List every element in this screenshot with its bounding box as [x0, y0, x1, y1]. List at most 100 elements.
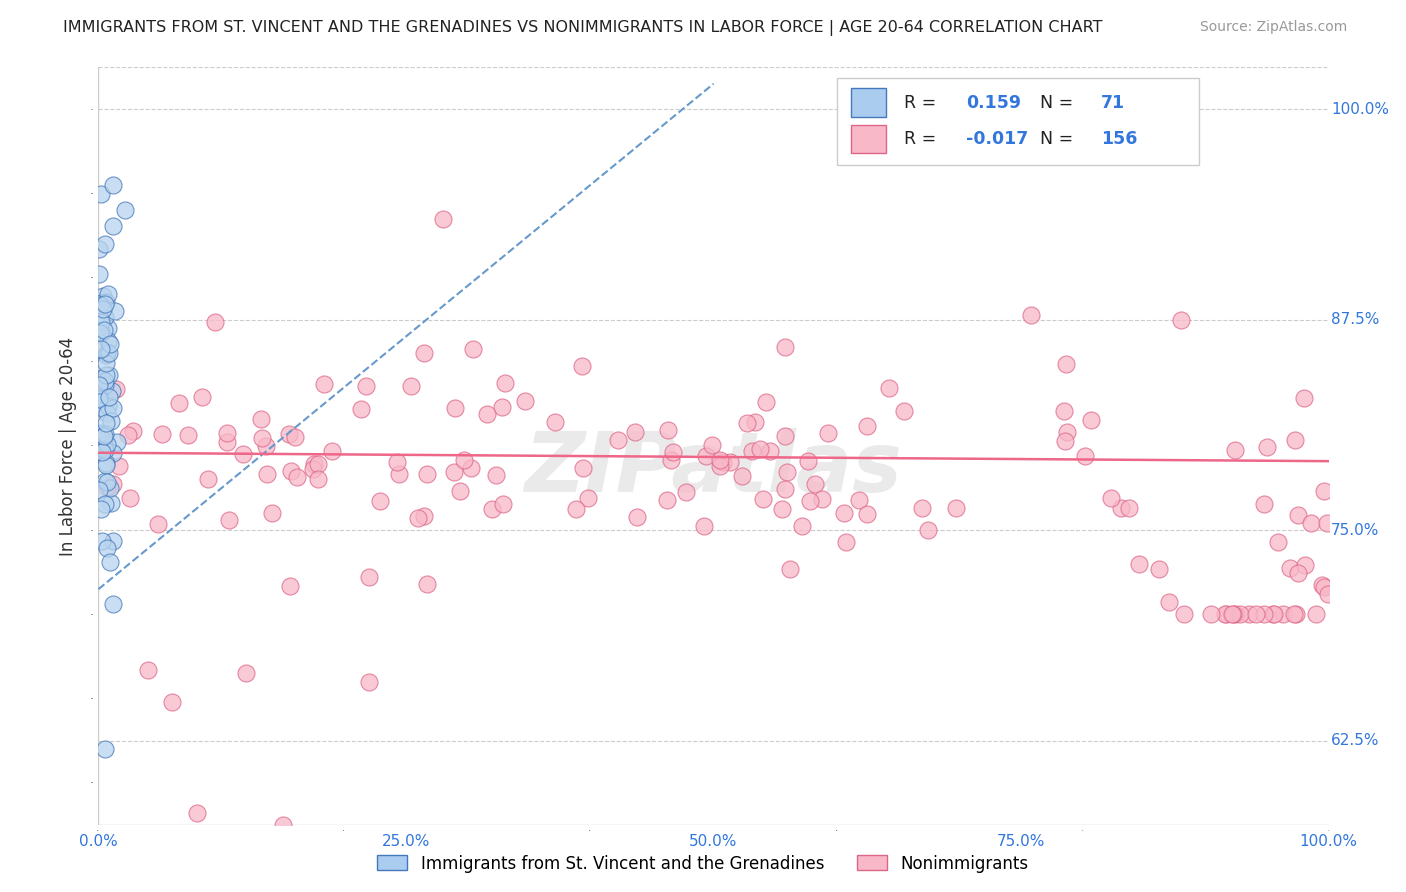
Point — [235, 666, 257, 681]
Point — [1147, 562, 1170, 576]
Point — [770, 502, 793, 516]
Point — [1118, 500, 1140, 515]
Point — [94, 474, 117, 488]
Point — [1053, 404, 1076, 418]
Point — [278, 427, 301, 442]
Point — [101, 533, 124, 548]
Point — [388, 467, 411, 481]
Point — [775, 429, 797, 443]
Point — [96, 368, 118, 382]
Point — [90, 325, 112, 339]
Point — [718, 455, 741, 469]
Point — [1128, 557, 1150, 571]
Point — [804, 476, 827, 491]
Point — [695, 449, 717, 463]
Point — [101, 597, 124, 611]
Point — [481, 501, 503, 516]
Point — [1294, 391, 1316, 405]
Text: N =: N = — [1039, 94, 1078, 112]
Point — [101, 401, 124, 416]
Point — [773, 340, 796, 354]
Point — [100, 414, 122, 428]
Point — [260, 506, 283, 520]
Point — [359, 674, 381, 689]
Point — [1312, 580, 1334, 594]
Point — [96, 406, 118, 420]
Point — [776, 465, 799, 479]
Text: 0.159: 0.159 — [966, 94, 1021, 112]
Point — [571, 359, 593, 373]
Text: 87.5%: 87.5% — [1331, 312, 1379, 327]
Point — [90, 315, 112, 329]
Point — [89, 425, 111, 440]
Point — [271, 818, 294, 832]
Point — [96, 475, 118, 489]
Point — [89, 326, 111, 341]
Point — [1056, 357, 1078, 371]
Point — [1253, 497, 1275, 511]
Point — [856, 418, 879, 433]
Point — [731, 469, 754, 483]
Point — [485, 467, 508, 482]
Point — [103, 178, 125, 192]
Point — [250, 431, 273, 445]
Point — [461, 342, 484, 356]
Point — [1263, 607, 1285, 622]
Point — [94, 297, 117, 311]
Point — [1246, 607, 1268, 622]
Point — [1263, 607, 1285, 622]
Point — [302, 462, 325, 476]
Point — [709, 452, 731, 467]
Point — [89, 392, 111, 406]
Point — [284, 430, 307, 444]
Point — [1305, 607, 1327, 622]
Point — [105, 435, 128, 450]
Point — [93, 310, 115, 324]
Point — [94, 294, 117, 309]
Point — [1312, 483, 1334, 498]
Point — [215, 435, 238, 450]
Point — [97, 334, 120, 349]
Point — [1284, 433, 1306, 447]
Point — [87, 268, 110, 282]
Point — [94, 497, 117, 511]
Point — [93, 237, 115, 252]
Point — [307, 472, 329, 486]
Point — [748, 442, 770, 457]
Point — [1223, 442, 1246, 457]
Text: 156: 156 — [1101, 130, 1137, 148]
Point — [254, 439, 277, 453]
Point — [1225, 607, 1247, 622]
Point — [848, 492, 870, 507]
Point — [117, 428, 139, 442]
Point — [96, 321, 118, 335]
Point — [90, 295, 112, 310]
Point — [321, 443, 343, 458]
Point — [1294, 558, 1316, 572]
FancyBboxPatch shape — [852, 125, 886, 153]
Point — [1215, 607, 1237, 622]
Point — [101, 476, 124, 491]
Point — [90, 533, 112, 548]
Text: ZIPatlas: ZIPatlas — [524, 428, 903, 509]
Point — [759, 444, 782, 458]
Point — [460, 460, 482, 475]
Point — [186, 806, 208, 821]
Y-axis label: In Labor Force | Age 20-64: In Labor Force | Age 20-64 — [59, 336, 76, 556]
Point — [1285, 607, 1308, 622]
Point — [108, 459, 131, 474]
FancyBboxPatch shape — [837, 78, 1199, 166]
Point — [93, 433, 115, 447]
Point — [711, 455, 734, 469]
Point — [811, 492, 834, 507]
Point — [104, 304, 127, 318]
Point — [443, 465, 465, 479]
Point — [945, 501, 967, 516]
Point — [98, 337, 121, 351]
Point — [98, 390, 121, 404]
Point — [136, 663, 159, 677]
Point — [204, 315, 226, 329]
Point — [94, 377, 117, 392]
Point — [1019, 308, 1042, 322]
Point — [114, 202, 136, 217]
